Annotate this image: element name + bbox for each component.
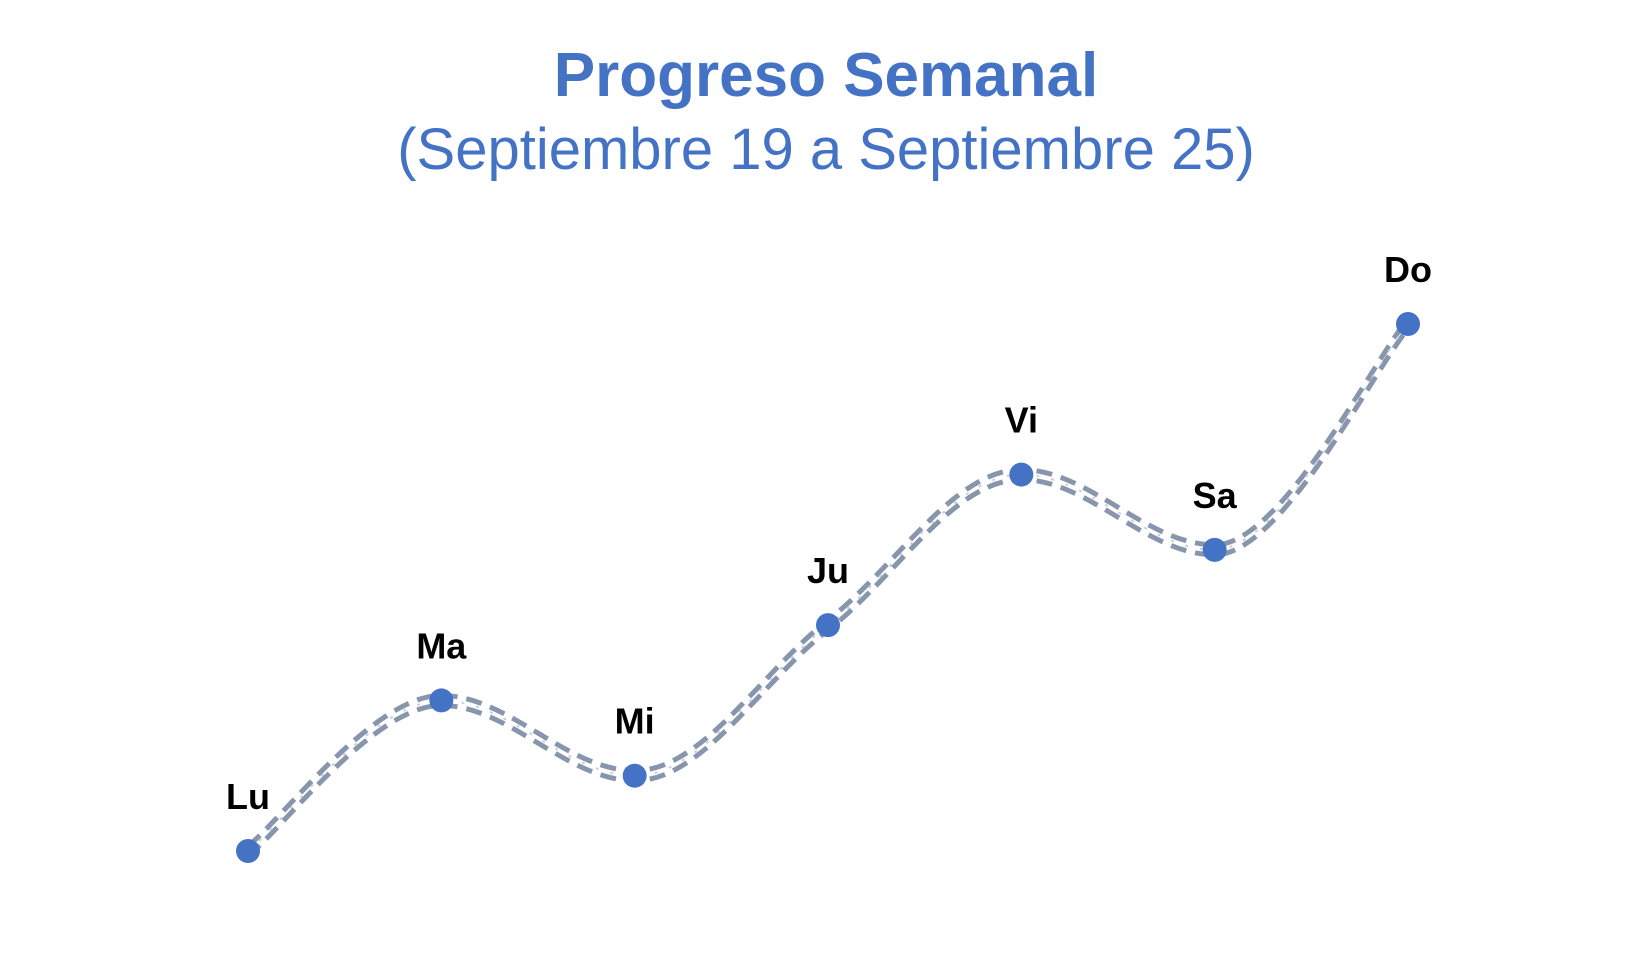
data-point-ma[interactable] <box>429 688 454 713</box>
data-point-ju[interactable] <box>816 613 840 638</box>
series-marker-group <box>236 312 1420 863</box>
chart-title: Progreso Semanal <box>553 41 1099 110</box>
point-label-lu: Lu <box>226 776 270 817</box>
chart-subtitle: (Septiembre 19 a Septiembre 25) <box>397 117 1255 182</box>
series-line-stroke-2 <box>246 327 1410 858</box>
point-label-do: Do <box>1384 249 1432 290</box>
point-label-ju: Ju <box>807 550 849 591</box>
data-point-mi[interactable] <box>622 763 647 788</box>
data-point-do[interactable] <box>1396 312 1420 336</box>
point-label-vi: Vi <box>1005 400 1038 441</box>
data-point-lu[interactable] <box>236 839 260 863</box>
point-label-mi: Mi <box>615 701 655 742</box>
point-label-ma: Ma <box>416 625 467 666</box>
point-label-sa: Sa <box>1193 475 1238 516</box>
data-point-sa[interactable] <box>1202 537 1227 562</box>
data-point-vi[interactable] <box>1009 462 1034 487</box>
point-label-group: Lu Ma Mi Ju Vi Sa Do <box>226 249 1432 817</box>
